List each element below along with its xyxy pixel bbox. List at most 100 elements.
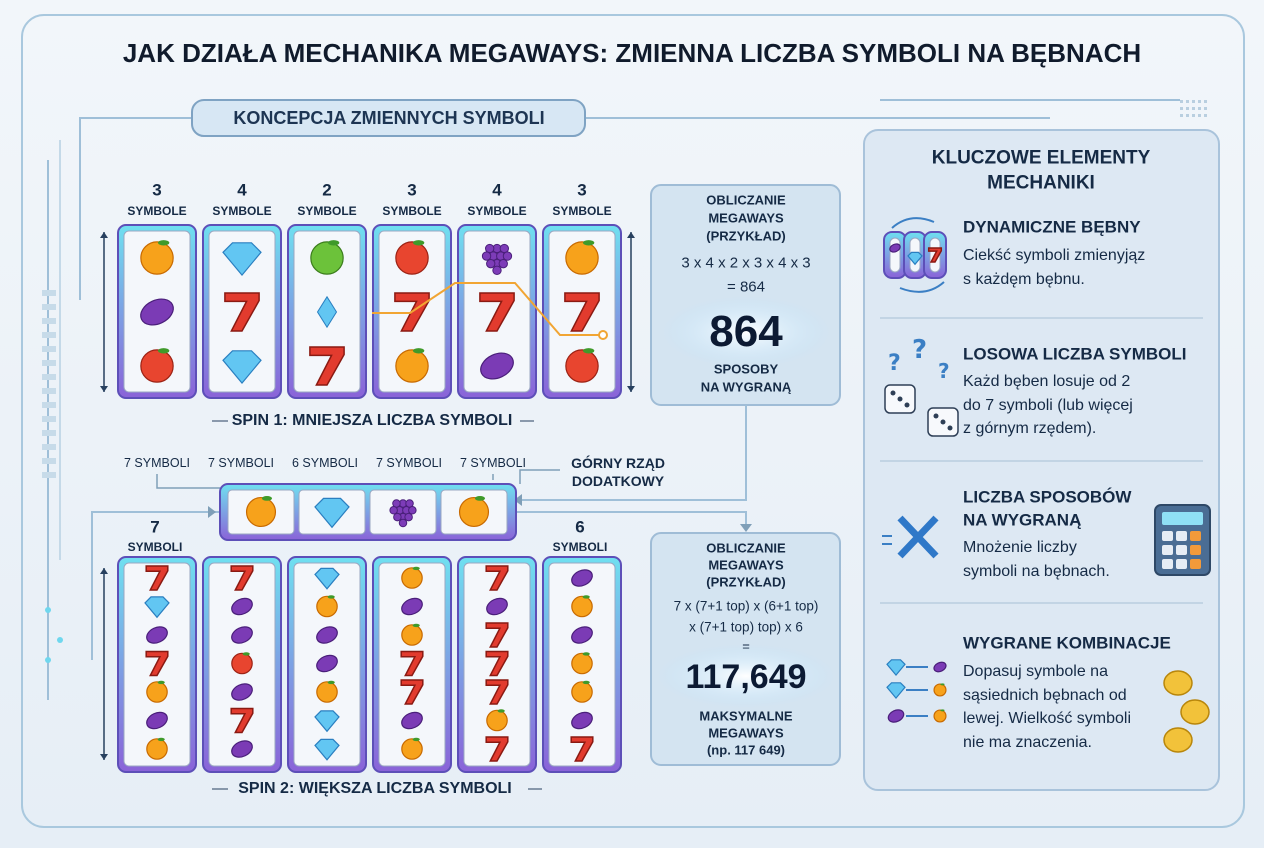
- symbol-diamond: [314, 738, 340, 761]
- symbol-plum: [140, 298, 174, 326]
- dot: [1180, 114, 1183, 117]
- connector: [899, 281, 945, 293]
- pip: [933, 413, 939, 419]
- symbol-seven: [309, 346, 345, 386]
- connector: [156, 474, 220, 489]
- symbol-orange: [571, 652, 593, 675]
- leaf: [582, 348, 595, 354]
- leaf: [242, 652, 250, 656]
- symbol-grape: [492, 265, 502, 276]
- calc-key: [1162, 531, 1173, 541]
- label: SYMBOLI: [127, 540, 183, 554]
- label: (PRZYKŁAD): [706, 574, 786, 590]
- symbol-plum: [480, 352, 514, 380]
- key-panel: [863, 129, 1220, 791]
- symbol-orange: [486, 709, 508, 732]
- dot: [42, 458, 56, 464]
- label: = 864: [727, 278, 765, 296]
- connector: [891, 217, 935, 229]
- dot: [1192, 100, 1195, 103]
- pip: [890, 390, 896, 396]
- dot: [42, 430, 56, 436]
- symbol-apple: [395, 241, 429, 275]
- leaf: [327, 240, 340, 246]
- arrowhead: [208, 506, 216, 518]
- symbol-plum: [571, 711, 593, 730]
- reel-window: [889, 237, 901, 273]
- symbol-diamond: [144, 596, 170, 619]
- arrowhead: [100, 386, 108, 392]
- leaf: [412, 348, 425, 354]
- coin: [1163, 670, 1193, 696]
- dot: [1192, 107, 1195, 110]
- leaf: [582, 680, 590, 685]
- symbol-grape: [481, 251, 492, 261]
- symbol-seven: [400, 650, 424, 677]
- symbol-orange: [401, 567, 423, 589]
- connector: [519, 469, 560, 484]
- symbol-seven: [485, 565, 509, 591]
- label: MEGAWAYS: [708, 557, 784, 573]
- symbol-diamond: [314, 710, 340, 733]
- symbol-seven: [224, 292, 260, 332]
- leaf: [327, 680, 335, 685]
- connector: [515, 511, 747, 524]
- label: MEGAWAYS: [708, 725, 784, 741]
- glow: [661, 296, 831, 368]
- symbol-plum: [486, 597, 508, 616]
- symbol-grape: [502, 251, 513, 261]
- label: LOSOWA LICZBA SYMBOLI: [963, 344, 1187, 364]
- label: 2: [322, 180, 332, 200]
- label: DYNAMICZNE BĘBNY: [963, 217, 1141, 237]
- calc-key: [1176, 559, 1187, 569]
- label: OBLICZANIE: [706, 192, 786, 208]
- label: 864: [709, 307, 783, 356]
- dot: [42, 318, 56, 324]
- label: SYMBOLE: [127, 204, 187, 218]
- connector: [897, 515, 939, 559]
- label: SYMBOLI: [552, 540, 608, 554]
- label: 7 x (7+1 top) x (6+1 top): [673, 598, 819, 614]
- symbol-plum: [933, 661, 947, 673]
- label: 7: [150, 517, 160, 537]
- leaf: [940, 683, 945, 686]
- symbol-plum: [889, 243, 901, 253]
- symbol-orange: [140, 241, 174, 275]
- dot: [1198, 114, 1201, 117]
- symbol-seven: [485, 622, 509, 648]
- section-label: KONCEPCJA ZMIENNYCH SYMBOLI: [233, 108, 545, 128]
- label: sąsiednich bębnach od: [963, 686, 1127, 704]
- dot: [42, 346, 56, 352]
- symbol-seven: [479, 292, 515, 332]
- glow: [656, 644, 836, 708]
- symbol-orange: [146, 738, 168, 760]
- label: 3: [152, 180, 162, 200]
- label: 7 SYMBOLI: [460, 455, 526, 470]
- leaf: [474, 496, 486, 501]
- symbol-orange: [571, 681, 593, 703]
- symbol-orange: [565, 241, 599, 275]
- symbol-plum: [231, 597, 253, 616]
- leaf: [582, 595, 590, 599]
- connector: [91, 511, 220, 660]
- symbol-plum: [231, 683, 253, 701]
- symbol-orange: [401, 624, 423, 646]
- label: SYMBOLE: [552, 204, 612, 218]
- dot: [45, 657, 51, 663]
- label: 3: [407, 180, 417, 200]
- dot: [1204, 100, 1207, 103]
- label: 4: [492, 180, 502, 200]
- symbol-seven: [400, 679, 424, 705]
- dot: [42, 444, 56, 450]
- dot: [42, 388, 56, 394]
- symbol-grape: [498, 259, 508, 269]
- connector: [522, 405, 747, 501]
- dot: [1186, 100, 1189, 103]
- dot: [1186, 114, 1189, 117]
- label: 3: [577, 180, 587, 200]
- symbol-orange: [146, 681, 168, 703]
- dot: [1198, 107, 1201, 110]
- symbol-diamond: [316, 295, 338, 329]
- label: LICZBA SPOSOBÓW: [963, 487, 1132, 507]
